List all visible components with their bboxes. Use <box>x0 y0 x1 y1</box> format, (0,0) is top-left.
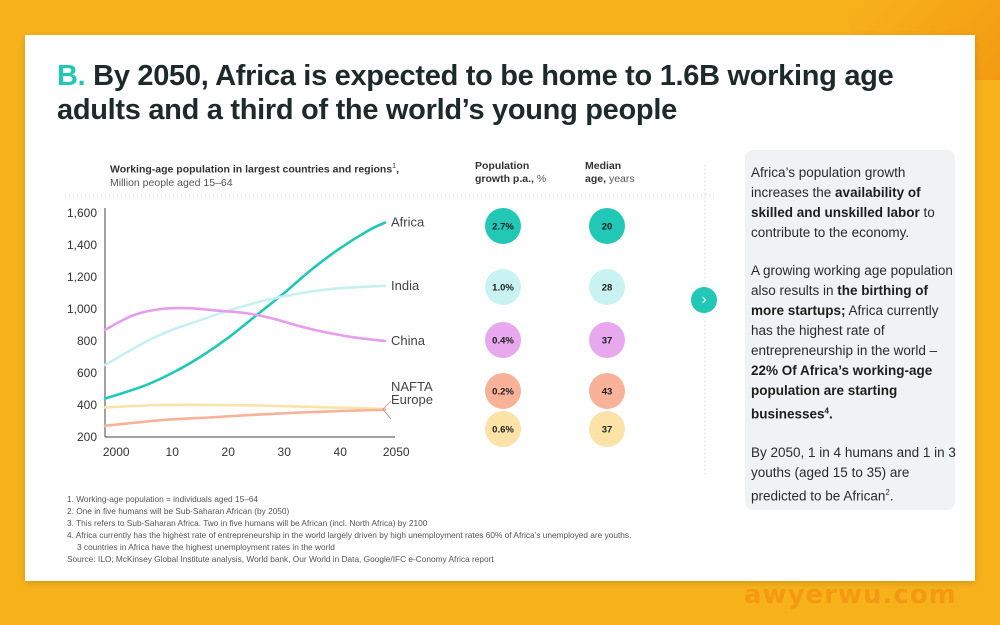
footnote-3: 3. This refers to Sub-Saharan Africa. Tw… <box>67 518 428 528</box>
growth-header-main: Population <box>475 160 530 172</box>
side-paragraph-1: Africa’s population growth increases the… <box>751 163 956 243</box>
median-header-sub: age, <box>585 173 607 185</box>
median-circle-africa <box>589 208 625 244</box>
growth-value-europe: 0.6% <box>492 425 514 436</box>
headline-letter: B. <box>57 60 86 92</box>
series-line-europe <box>103 408 387 428</box>
growth-header-sub: growth p.a., <box>475 173 534 185</box>
footnote-1: 1. Working-age population = individuals … <box>67 494 259 504</box>
y-tick-label: 1,400 <box>67 238 97 252</box>
x-tick-label: 40 <box>334 445 348 459</box>
y-tick-label: 1,000 <box>67 302 97 316</box>
growth-header-unit: % <box>536 173 547 185</box>
chart-title-suffix: , <box>396 163 399 176</box>
side-p2-sup: 4 <box>824 406 829 415</box>
side-paragraph-3: By 2050, 1 in 4 humans and 1 in 3 youths… <box>751 443 956 507</box>
series-label-china: China <box>391 333 426 348</box>
chevron-right-icon: › <box>701 291 707 308</box>
series-line-nafta <box>103 403 387 411</box>
footnote-2: 2. One in five humans will be Sub-Sahara… <box>67 506 290 516</box>
side-p2-text-2: Africa currently has the highest rate of… <box>751 303 939 358</box>
side-p1-text-2: to contribute to the economy. <box>751 205 935 240</box>
side-p2-text-1: A growing working age population also re… <box>751 263 953 298</box>
europe-leader-line <box>382 409 392 420</box>
side-p2-text-3: . <box>829 406 833 422</box>
y-tick-label: 200 <box>77 430 97 444</box>
line-chart: 200 400 600 800 1,000 1,200 1,400 1,600 2000 10 20… <box>65 165 715 475</box>
headline: B. By 2050, Africa is expected to be hom… <box>57 59 917 127</box>
side-p3-text-1: By 2050, 1 in 4 humans and 1 in 3 youths… <box>751 444 956 504</box>
side-p1-bold-1: availability of skilled and unskilled la… <box>751 185 921 220</box>
watermark: awyerwu.com <box>744 580 957 610</box>
source-line: Source: ILO; McKinsey Global Institute a… <box>67 554 494 564</box>
slide-card: B. By 2050, Africa is expected to be hom… <box>25 35 975 581</box>
side-p1-text-1: Africa’s population growth increases the <box>751 165 906 200</box>
x-tick-label: 30 <box>278 445 292 459</box>
median-header: Median age, years <box>585 160 675 186</box>
growth-header: Population growth p.a., % <box>475 160 565 186</box>
median-value-europe: 37 <box>602 425 613 436</box>
growth-value-nafta: 0.2% <box>492 387 514 398</box>
growth-value-africa: 2.7% <box>492 222 514 233</box>
x-tick-label: 2050 <box>383 445 410 459</box>
chart-title-sup: 1 <box>392 163 397 170</box>
side-p3-text-2: . <box>889 488 894 503</box>
growth-circle-nafta <box>485 373 521 409</box>
growth-circle-africa <box>485 208 521 244</box>
footnote-4-cont: 3 countries in Africa have the highest u… <box>77 542 335 552</box>
series-line-india <box>103 284 387 367</box>
chart-subtitle: Million people aged 15–64 <box>110 176 233 189</box>
x-tick-label: 2000 <box>103 445 130 459</box>
median-value-africa: 20 <box>602 222 613 233</box>
x-tick-label: 20 <box>222 445 236 459</box>
side-panel-text: Africa’s population growth increases the… <box>751 163 956 524</box>
chart-title-main: Working-age population in largest countr… <box>110 163 393 176</box>
side-p2-bold-2: 22% Of Africa’s working-age population a… <box>751 363 933 422</box>
footnote-4: 4. Africa currently has the highest rate… <box>67 530 632 540</box>
side-p3-sup: 2 <box>885 487 890 497</box>
growth-circle-china <box>485 322 521 358</box>
series-label-india: India <box>391 278 420 293</box>
side-paragraph-2: A growing working age population also re… <box>751 261 956 425</box>
headline-text: By 2050, Africa is expected to be home t… <box>57 60 894 126</box>
median-value-nafta: 43 <box>602 387 613 398</box>
side-p2-bold-1: the birthing of more startups; <box>751 283 929 318</box>
median-circle-india <box>589 269 625 305</box>
y-tick-label: 400 <box>77 398 97 412</box>
growth-value-india: 1.0% <box>492 283 514 294</box>
growth-circle-europe <box>485 411 521 447</box>
series-label-africa: Africa <box>391 215 425 230</box>
footnotes: 1. Working-age population = individuals … <box>67 493 727 565</box>
median-value-india: 28 <box>602 283 613 294</box>
y-tick-label: 600 <box>77 366 97 380</box>
series-label-europe: Europe <box>391 392 433 407</box>
nafta-leader-line <box>382 400 392 410</box>
median-circle-nafta <box>589 373 625 409</box>
median-circle-china <box>589 322 625 358</box>
median-header-main: Median <box>585 160 622 172</box>
growth-circle-india <box>485 269 521 305</box>
y-tick-label: 1,600 <box>67 206 97 220</box>
series-line-china <box>103 306 387 343</box>
median-circle-europe <box>589 411 625 447</box>
growth-value-china: 0.4% <box>492 336 514 347</box>
median-header-unit: years <box>608 173 635 185</box>
chart-title: Working-age population in largest countr… <box>110 160 440 190</box>
median-value-china: 37 <box>602 336 613 347</box>
y-tick-label: 800 <box>77 334 97 348</box>
x-tick-label: 10 <box>166 445 180 459</box>
y-tick-label: 1,200 <box>67 270 97 284</box>
side-panel <box>745 150 955 510</box>
next-arrow-button[interactable]: › <box>691 287 717 313</box>
series-label-nafta: NAFTA <box>391 379 433 394</box>
